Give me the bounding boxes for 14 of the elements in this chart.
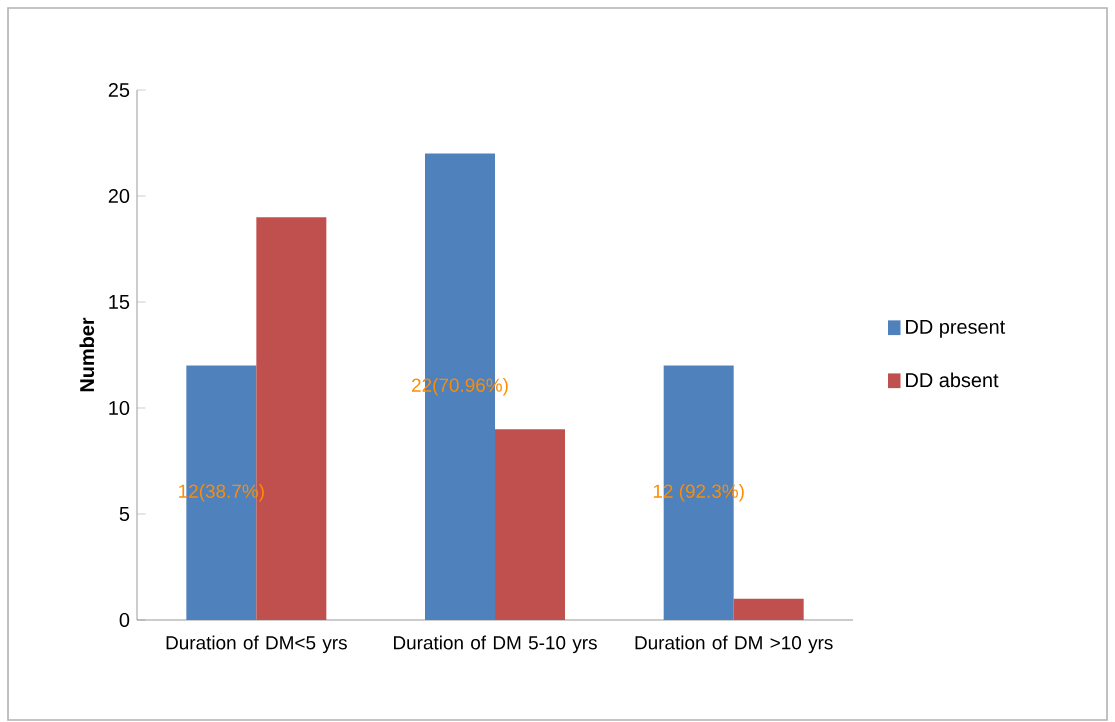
y-tick-label: 0 (119, 612, 130, 628)
x-tick-label: Duration of DM<5 yrs (166, 635, 347, 654)
bar (495, 429, 566, 620)
y-tick-label: 5 (119, 507, 130, 521)
y-tick-label: 15 (109, 295, 130, 309)
y-axis-title: Number (79, 317, 95, 392)
x-tick-label: Duration of DM >10 yrs (635, 635, 833, 654)
legend-label: DD absent (906, 372, 999, 388)
x-tick-label: Duration of DM 5-10 yrs (394, 635, 597, 654)
y-tick-label: 10 (109, 400, 130, 416)
y-tick-label: 25 (108, 82, 130, 98)
legend-label: DD present (906, 319, 1006, 338)
bar (733, 598, 804, 620)
y-tick-label: 20 (108, 188, 130, 204)
